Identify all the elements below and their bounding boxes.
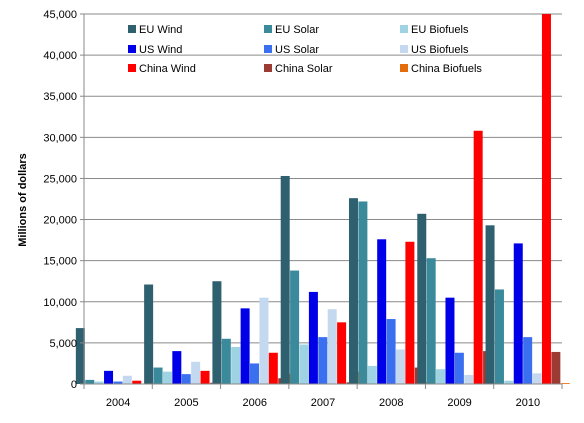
x-tick-label: 2004 — [106, 397, 130, 409]
legend-label: EU Biofuels — [411, 24, 469, 36]
bar — [85, 379, 95, 384]
y-tick-label: 0 — [71, 379, 77, 391]
bar — [337, 322, 347, 384]
bar — [523, 337, 533, 384]
bar — [132, 380, 142, 384]
bar — [417, 213, 427, 384]
bar — [358, 201, 368, 384]
x-tick-label: 2009 — [447, 397, 471, 409]
bar — [541, 14, 551, 384]
bar — [268, 352, 278, 384]
y-tick-label: 10,000 — [43, 297, 77, 309]
legend-label: US Solar — [275, 44, 319, 56]
bar — [299, 344, 309, 384]
y-axis-title: Millions of dollars — [17, 153, 29, 247]
bar — [386, 319, 396, 384]
y-tick-label: 30,000 — [43, 132, 77, 144]
bar — [445, 297, 455, 384]
bar — [454, 352, 464, 384]
bar — [181, 374, 191, 384]
bar — [172, 351, 182, 384]
bar — [426, 258, 436, 384]
y-tick-label: 15,000 — [43, 256, 77, 268]
y-tick-label: 40,000 — [43, 50, 77, 62]
bar — [513, 243, 523, 384]
gridlines — [84, 13, 562, 344]
legend-swatch — [264, 45, 272, 53]
x-tick-label: 2007 — [311, 397, 335, 409]
bar — [327, 309, 337, 384]
legend-label: US Biofuels — [411, 44, 469, 56]
x-tick-label: 2005 — [174, 397, 198, 409]
axes — [80, 13, 563, 389]
legend-label: China Biofuels — [411, 63, 482, 75]
bars — [75, 14, 570, 384]
legend-swatch — [128, 25, 136, 33]
legend-swatch — [264, 64, 272, 72]
y-tick-label: 5,000 — [49, 338, 77, 350]
bar — [200, 370, 210, 384]
bar — [259, 297, 269, 384]
bar — [405, 241, 415, 384]
bar — [113, 381, 123, 384]
legend-swatch — [400, 25, 408, 33]
bar — [395, 349, 405, 384]
bar — [290, 270, 300, 384]
bar — [551, 351, 561, 384]
bar — [280, 175, 290, 384]
y-tick-label: 45,000 — [43, 9, 77, 21]
y-tick-label: 35,000 — [43, 91, 77, 103]
bar — [367, 365, 377, 384]
legend-label: China Solar — [275, 63, 333, 75]
bar — [436, 369, 446, 384]
legend-label: EU Wind — [139, 24, 182, 36]
bar — [250, 363, 260, 384]
legend-label: China Wind — [139, 63, 196, 75]
legend-swatch — [128, 45, 136, 53]
bar — [122, 375, 132, 384]
bar — [348, 198, 358, 384]
legend-swatch — [400, 64, 408, 72]
legend-label: EU Solar — [275, 24, 319, 36]
bar — [504, 380, 514, 384]
x-tick-label: 2008 — [379, 397, 403, 409]
bar — [94, 381, 104, 384]
tick-labels: 0 5,000 10,000 15,000 20,000 25,000 30,000 35,0… — [43, 9, 540, 409]
y-tick-label: 25,000 — [43, 173, 77, 185]
bar — [473, 130, 483, 384]
legend-swatch — [264, 25, 272, 33]
y-tick-label: 20,000 — [43, 215, 77, 227]
bar — [485, 225, 495, 384]
bar — [532, 373, 542, 384]
bar — [560, 383, 570, 384]
bar — [318, 337, 328, 384]
bar — [231, 347, 241, 384]
x-tick-label: 2006 — [242, 397, 266, 409]
bar — [144, 284, 154, 384]
legend-swatch — [128, 64, 136, 72]
bar — [75, 328, 85, 384]
legend-label: US Wind — [139, 44, 182, 56]
bar — [308, 291, 318, 384]
x-tick-label: 2010 — [516, 397, 540, 409]
bar — [240, 308, 250, 384]
bar — [494, 289, 504, 384]
bar — [377, 239, 387, 384]
bar — [464, 374, 474, 384]
bar — [104, 370, 114, 384]
bar — [162, 371, 172, 384]
legend-swatch — [400, 45, 408, 53]
bar — [191, 361, 201, 384]
bar — [221, 338, 231, 384]
legend: EU Wind EU Solar EU Biofuels US Wind US Sola… — [128, 24, 482, 75]
bar — [153, 367, 163, 384]
bar — [212, 281, 222, 384]
